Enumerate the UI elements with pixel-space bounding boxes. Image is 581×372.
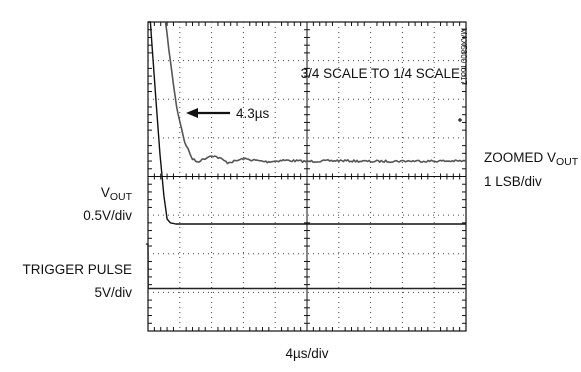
trace-line bbox=[148, 21, 466, 225]
trace-name-main: V bbox=[101, 185, 110, 200]
trace-label-vout: VOUT 0.5V/div bbox=[83, 185, 132, 223]
plot-frame bbox=[147, 21, 467, 332]
annotation-arrow bbox=[186, 108, 462, 122]
trace-name-trigger: TRIGGER PULSE bbox=[22, 262, 132, 277]
trace-scale-vout: 0.5V/div bbox=[83, 208, 132, 223]
trace-label-zoomed: ZOOMED VOUT 1 LSB/div bbox=[484, 150, 579, 189]
trace-name-zoomed-vout: ZOOMED VOUT bbox=[484, 150, 579, 168]
trace-name-subscript: OUT bbox=[110, 191, 133, 203]
annotation-label: 4.3µs bbox=[236, 106, 270, 121]
traces bbox=[146, 21, 467, 290]
trace-name-subscript: OUT bbox=[556, 156, 579, 168]
chart-title: 3/4 SCALE TO 1/4 SCALE bbox=[301, 66, 460, 81]
trace-scale-zoomed: 1 LSB/div bbox=[484, 174, 542, 189]
trace-label-trigger: TRIGGER PULSE 5V/div bbox=[22, 262, 132, 300]
x-axis-label: 4µs/div bbox=[285, 346, 328, 361]
trace-line bbox=[164, 21, 467, 165]
figure-id: MAX5800 toc17 bbox=[459, 28, 468, 85]
trace-scale-trigger: 5V/div bbox=[94, 285, 132, 300]
trace-name-main: ZOOMED V bbox=[484, 150, 556, 165]
trace-line bbox=[146, 243, 466, 290]
trace-name-vout: VOUT bbox=[101, 185, 133, 203]
arrow-head bbox=[186, 108, 198, 118]
grid bbox=[148, 22, 466, 331]
